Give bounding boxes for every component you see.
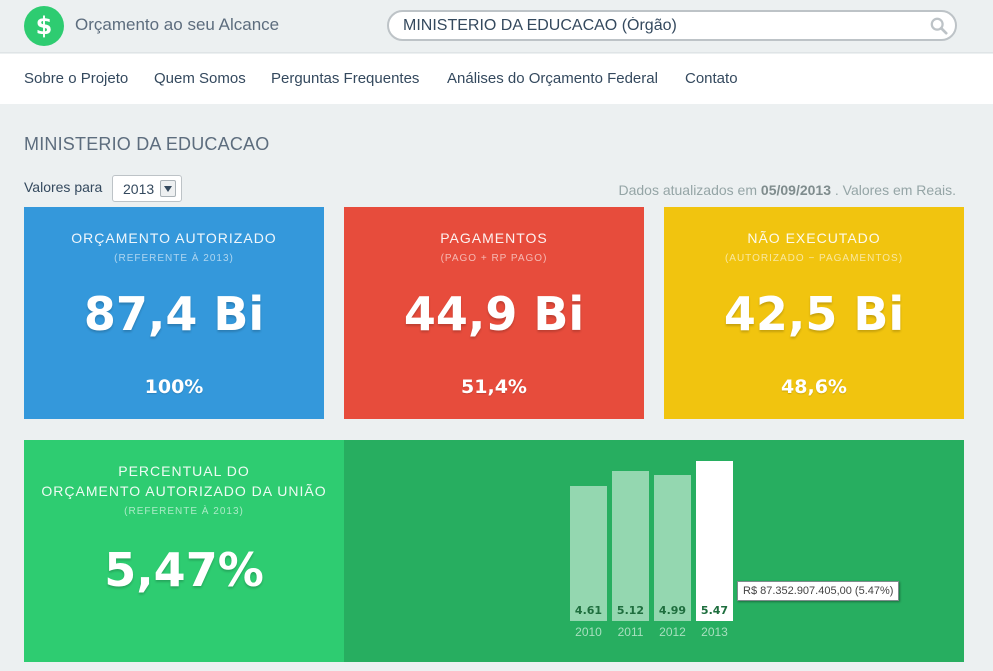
card-not-executed: NÃO EXECUTADO (AUTORIZADO − PAGAMENTOS) … — [664, 207, 964, 419]
nav-analises[interactable]: Análises do Orçamento Federal — [447, 70, 658, 87]
chart-year-label: 2013 — [701, 625, 728, 639]
card-percent: 51,4% — [461, 376, 527, 398]
chevron-down-icon[interactable] — [160, 180, 176, 197]
yearly-share-chart: 4.61 2010 5.12 2011 4.99 2012 5.47 2013 R$ 87.35… — [344, 440, 964, 662]
card-subtitle: (REFERENTE À 2013) — [114, 253, 234, 264]
chart-year-label: 2012 — [659, 625, 686, 639]
chart-bar-2013[interactable] — [696, 461, 733, 621]
card-payments: PAGAMENTOS (PAGO + RP PAGO) 44,9 Bi 51,4… — [344, 207, 644, 419]
chart-tooltip: R$ 87.352.907.405,00 (5.47%) — [737, 581, 900, 601]
chart-year-label: 2010 — [575, 625, 602, 639]
nav-quem-somos[interactable]: Quem Somos — [154, 70, 246, 87]
top-bar: $ Orçamento ao seu Alcance — [0, 0, 993, 53]
chart-bar-2010[interactable] — [570, 486, 607, 621]
card-value: 42,5 Bi — [723, 287, 905, 341]
card-value: 44,9 Bi — [403, 287, 585, 341]
nav-contato[interactable]: Contato — [685, 70, 738, 87]
chart-bar-value: 5.47 — [700, 604, 729, 617]
card-value: 87,4 Bi — [83, 287, 265, 341]
dollar-icon[interactable]: $ — [24, 6, 64, 46]
update-suffix: . Valores em Reais. — [834, 182, 956, 198]
union-share-subtitle: (REFERENTE À 2013) — [124, 506, 244, 517]
chart-bar-value: 4.61 — [574, 604, 603, 617]
union-share-panel: PERCENTUAL DO ORÇAMENTO AUTORIZADO DA UN… — [24, 440, 964, 662]
year-label: Valores para — [24, 179, 103, 195]
search-box[interactable] — [387, 10, 957, 41]
card-title: NÃO EXECUTADO — [747, 230, 881, 246]
chart-year-label: 2011 — [617, 625, 644, 639]
year-select[interactable]: 2013 — [112, 175, 182, 202]
update-info: Dados atualizados em 05/09/2013 . Valore… — [618, 182, 956, 198]
update-date: 05/09/2013 — [760, 182, 831, 198]
nav-sobre-o-projeto[interactable]: Sobre o Projeto — [24, 70, 129, 87]
year-select-value: 2013 — [123, 181, 155, 197]
union-share-summary: PERCENTUAL DO ORÇAMENTO AUTORIZADO DA UN… — [24, 440, 344, 662]
update-prefix: Dados atualizados em — [618, 182, 758, 198]
card-percent: 48,6% — [781, 376, 847, 398]
chart-bar-2011[interactable] — [612, 471, 649, 621]
main-nav: Sobre o Projeto Quem Somos Perguntas Fre… — [0, 54, 993, 104]
card-title: ORÇAMENTO AUTORIZADO — [71, 230, 277, 246]
page-title: MINISTERIO DA EDUCACAO — [24, 134, 270, 154]
card-title: PAGAMENTOS — [440, 230, 548, 246]
card-authorized-budget: ORÇAMENTO AUTORIZADO (REFERENTE À 2013) … — [24, 207, 324, 419]
card-subtitle: (PAGO + RP PAGO) — [440, 253, 548, 264]
chart-bar-2012[interactable] — [654, 475, 691, 621]
brand-name[interactable]: Orçamento ao seu Alcance — [75, 15, 280, 34]
chart-bar-value: 4.99 — [658, 604, 687, 617]
card-subtitle: (AUTORIZADO − PAGAMENTOS) — [724, 253, 904, 264]
chart-bar-value: 5.12 — [616, 604, 645, 617]
union-share-title-line2: ORÇAMENTO AUTORIZADO DA UNIÃO — [41, 483, 327, 499]
union-share-title-line1: PERCENTUAL DO — [118, 463, 250, 479]
search-input[interactable] — [403, 16, 923, 36]
union-share-value: 5,47% — [104, 543, 264, 597]
search-icon[interactable] — [930, 17, 948, 35]
nav-perguntas-frequentes[interactable]: Perguntas Frequentes — [271, 70, 420, 87]
card-percent: 100% — [144, 376, 204, 398]
